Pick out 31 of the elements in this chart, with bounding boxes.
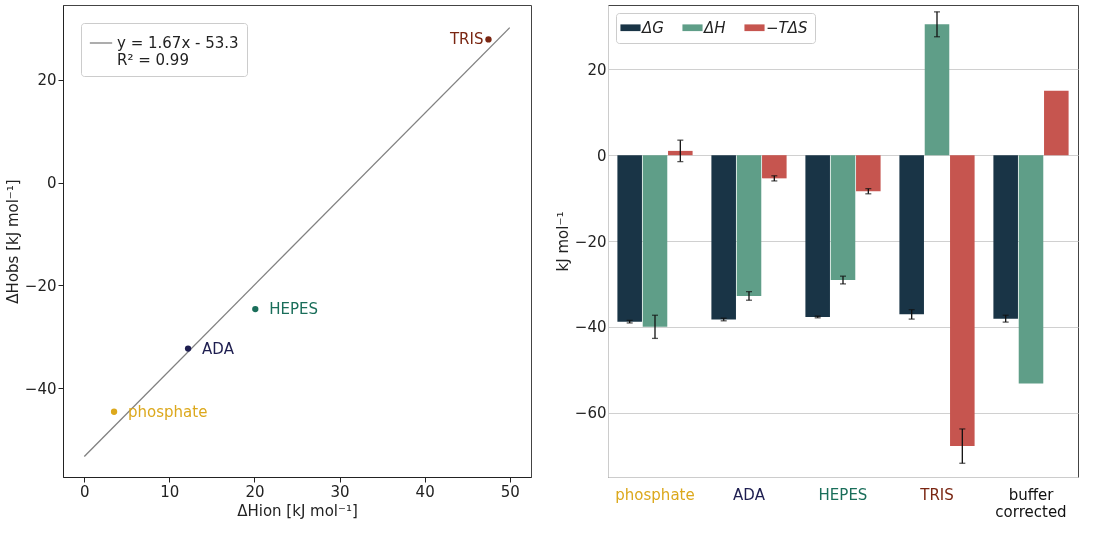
legend-label: ΔG [641, 18, 664, 37]
x-tick-label: 0 [80, 482, 90, 501]
y-axis-title: ΔHobs [kJ mol⁻¹] [3, 179, 22, 304]
legend-label: −TΔS [766, 18, 808, 37]
series-label: phosphate [128, 402, 208, 421]
x-tick-label: 30 [330, 482, 350, 501]
y-tick-label: 20 [37, 71, 57, 90]
y-tick-label: −40 [574, 318, 607, 337]
x-tick-label: TRIS [919, 485, 954, 504]
legend-label: y = 1.67x - 53.3 R² = 0.99 [117, 34, 239, 69]
y-tick-label: 20 [587, 60, 607, 79]
y-tick-label: −20 [574, 232, 607, 251]
series-label: HEPES [269, 300, 319, 319]
x-axis-title: ΔHion [kJ mol⁻¹] [237, 501, 358, 520]
x-tick-label: 50 [500, 482, 520, 501]
x-tick-label: HEPES [818, 485, 868, 504]
y-tick-label: 0 [596, 146, 607, 165]
legend-label: ΔH [703, 18, 726, 37]
y-tick-label: −20 [24, 276, 57, 295]
x-tick-label: buffer corrected [995, 485, 1067, 521]
series-label: TRIS [448, 30, 484, 49]
x-tick-label: 10 [160, 482, 180, 501]
x-tick-label: 40 [415, 482, 435, 501]
y-tick-label: 0 [46, 174, 57, 193]
x-tick-label: 20 [245, 482, 265, 501]
y-tick-label: −60 [574, 404, 607, 423]
x-tick-label: ADA [733, 485, 766, 504]
y-axis-title: kJ mol⁻¹ [553, 211, 572, 272]
y-tick-label: −40 [24, 379, 57, 398]
x-tick-label: phosphate [615, 485, 695, 504]
series-label: ADA [202, 339, 235, 358]
